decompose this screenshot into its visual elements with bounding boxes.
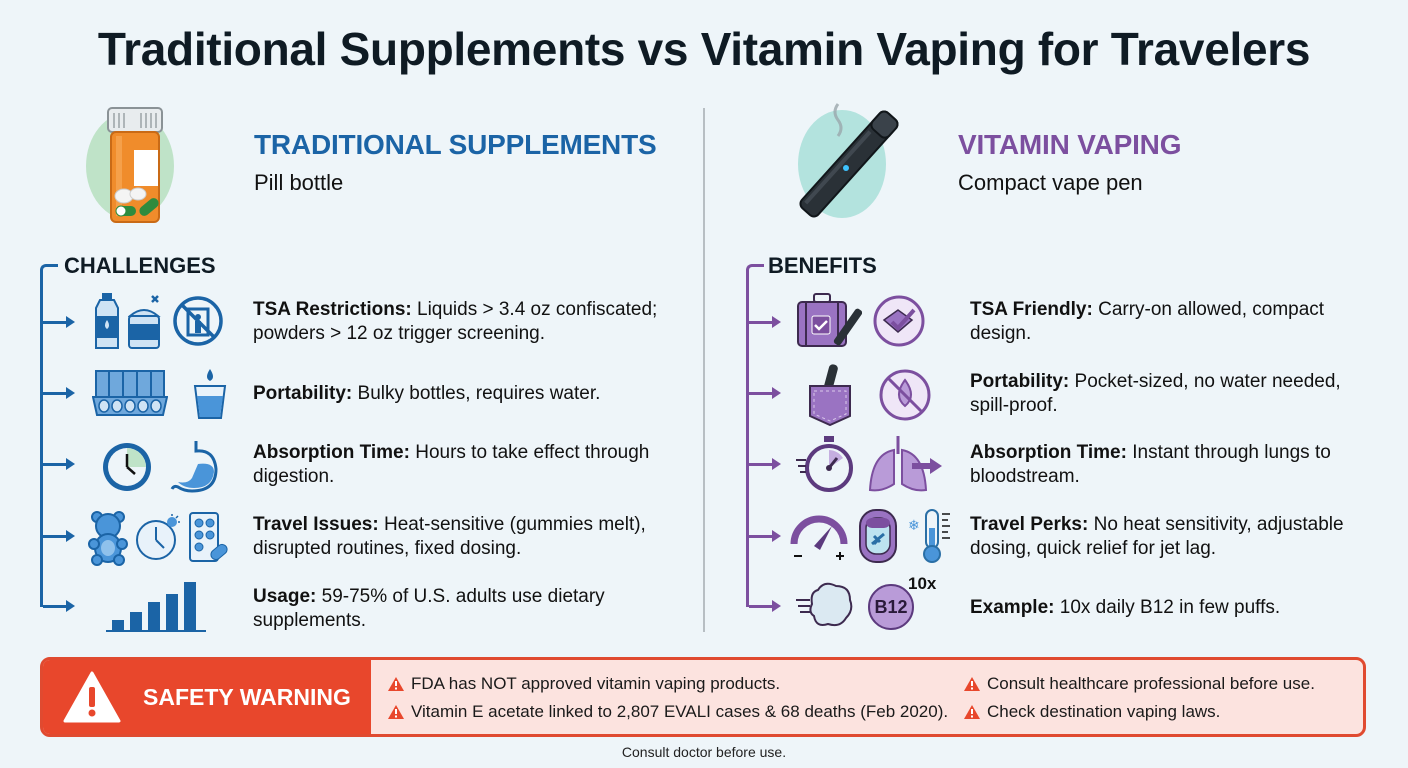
suitcase-check-icon — [797, 293, 862, 347]
vaping-hero: VITAMIN VAPING Compact vape pen — [780, 98, 1380, 228]
tsa-friendly-text: TSA Friendly: Carry-on allowed, compact … — [970, 299, 1325, 344]
warning-triangle-icon — [63, 671, 121, 723]
stopwatch-icon — [796, 436, 853, 492]
travel-issues-text: Travel Issues: Heat-sensitive (gummies m… — [253, 514, 646, 559]
column-divider — [703, 108, 705, 632]
blister-pack-icon — [189, 512, 228, 562]
thermometer-cold-icon: ❄ — [908, 509, 950, 563]
warning-item: Vitamin E acetate linked to 2,807 EVALI … — [387, 702, 948, 722]
challenges-heading: CHALLENGES — [64, 253, 216, 278]
absorption-benefit-text: Absorption Time: Instant through lungs t… — [970, 442, 1331, 487]
liquid-bottle-icon — [95, 293, 119, 349]
bar-chart-icon — [106, 582, 206, 632]
b12-badge-icon: B12 10x — [868, 574, 938, 630]
example-text: Example: 10x daily B12 in few puffs. — [970, 597, 1281, 618]
tsa-check-badge-icon — [873, 295, 925, 347]
connector-arrow — [43, 458, 75, 470]
footer-note: Consult doctor before use. — [621, 744, 787, 760]
warning-small-icon — [388, 677, 404, 691]
warning-item: FDA has NOT approved vitamin vaping prod… — [387, 674, 780, 694]
portability-benefit-icons — [808, 364, 932, 426]
vape-pen-icon — [799, 103, 899, 218]
gummy-bear-icon — [88, 511, 128, 566]
tsa-restrictions-text: TSA Restrictions: Liquids > 3.4 oz confi… — [253, 299, 658, 344]
absorption-time-text: Absorption Time: Hours to take effect th… — [253, 442, 650, 487]
tsa-friendly-icons — [796, 292, 926, 350]
challenges-bracket — [40, 264, 58, 607]
powder-jar-icon — [128, 295, 161, 349]
travel-perks-text: Travel Perks: No heat sensitivity, adjus… — [970, 514, 1344, 559]
connector-arrow — [749, 316, 781, 328]
warning-small-icon — [964, 705, 980, 719]
svg-text:❄: ❄ — [908, 518, 920, 534]
page-title: Traditional Supplements vs Vitamin Vapin… — [97, 23, 1311, 75]
pill-bottle-icon — [107, 107, 163, 223]
water-glass-icon — [193, 369, 227, 419]
traditional-heading: TRADITIONAL SUPPLEMENTS — [254, 129, 657, 160]
connector-arrow — [43, 316, 75, 328]
connector-arrow — [749, 387, 781, 399]
traditional-hero: TRADITIONAL SUPPLEMENTS Pill bottle — [84, 98, 684, 228]
portability-icons — [92, 368, 228, 420]
connector-arrow — [749, 530, 781, 542]
warning-small-icon — [964, 677, 980, 691]
benefits-bracket — [746, 264, 764, 607]
tsa-restrictions-icons — [94, 292, 224, 350]
absorption-benefit-icons — [796, 436, 944, 494]
dose-gauge-icon — [790, 515, 848, 560]
traditional-subtitle: Pill bottle — [254, 170, 344, 195]
portability-text: Portability: Bulky bottles, requires wat… — [253, 383, 601, 404]
pocket-pen-icon — [809, 364, 851, 426]
example-icons: B12 10x — [796, 574, 938, 630]
clock-icon — [103, 443, 151, 491]
connector-arrow — [43, 600, 75, 612]
airplane-window-icon — [859, 509, 897, 563]
vaping-heading: VITAMIN VAPING — [958, 129, 1182, 160]
warning-label-panel: SAFETY WARNING — [43, 660, 371, 734]
connector-arrow — [43, 530, 75, 542]
connector-arrow — [749, 600, 781, 612]
safety-warning-banner: SAFETY WARNING FDA has NOT approved vita… — [40, 657, 1366, 737]
benefits-heading: BENEFITS — [768, 253, 877, 278]
warning-label: SAFETY WARNING — [143, 683, 351, 710]
travel-issues-icons — [88, 510, 230, 566]
usage-text: Usage: 59-75% of U.S. adults use dietary… — [253, 586, 605, 631]
vapor-cloud-icon — [796, 582, 853, 627]
warning-small-icon — [388, 705, 404, 719]
connector-arrow — [749, 458, 781, 470]
no-security-scanner-icon — [173, 296, 223, 346]
clock-sun-icon — [136, 514, 180, 560]
vaping-subtitle: Compact vape pen — [958, 170, 1143, 195]
no-water-icon — [879, 369, 931, 421]
warning-item: Consult healthcare professional before u… — [963, 674, 1315, 694]
warning-item: Check destination vaping laws. — [963, 702, 1220, 722]
stomach-icon — [170, 441, 218, 493]
lungs-icon — [868, 436, 942, 492]
travel-perks-icons: ❄ — [790, 508, 958, 564]
usage-icons — [106, 580, 214, 634]
absorption-time-icons — [100, 440, 220, 494]
pill-organizer-icon — [92, 370, 168, 416]
portability-benefit-text: Portability: Pocket-sized, no water need… — [970, 371, 1341, 416]
connector-arrow — [43, 387, 75, 399]
